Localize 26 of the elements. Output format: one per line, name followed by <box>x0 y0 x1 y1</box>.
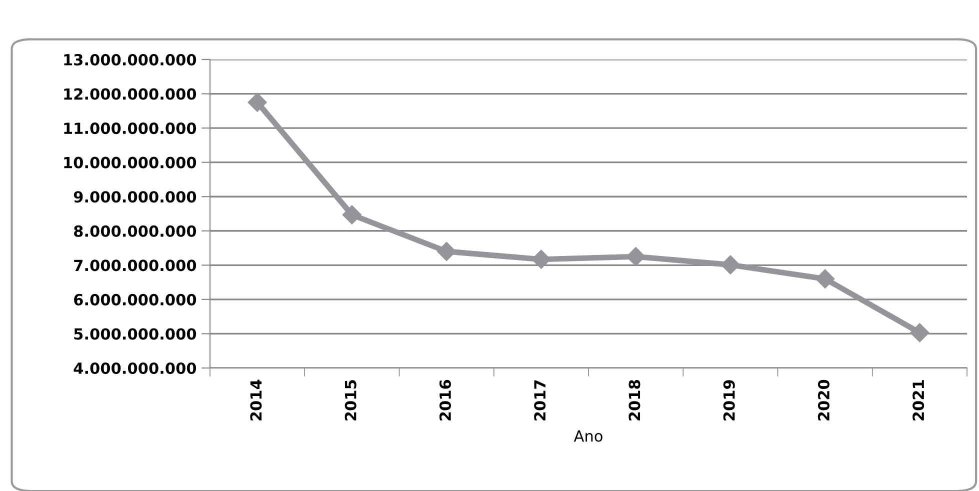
point <box>910 323 930 342</box>
y-tick-label: 9.000.000.000 <box>74 191 196 203</box>
y-tick-label: 7.000.000.000 <box>74 260 196 272</box>
point <box>342 205 362 224</box>
y-tick-label: 4.000.000.000 <box>74 362 196 374</box>
point <box>437 242 456 261</box>
y-tick-label: 12.000.000.000 <box>64 88 196 100</box>
y-tick-label: 5.000.000.000 <box>74 328 196 340</box>
y-tick-label: 10.000.000.000 <box>64 156 196 168</box>
x-tick-label: 2019 <box>723 380 735 420</box>
x-tick-label: 2017 <box>534 380 546 420</box>
x-tick-label: 2021 <box>912 380 924 420</box>
y-tick-label: 13.000.000.000 <box>64 54 196 66</box>
y-tick-label: 6.000.000.000 <box>74 294 196 306</box>
point <box>816 269 835 288</box>
x-tick-label: 2018 <box>628 380 640 420</box>
x-axis-title: Ano <box>574 430 602 442</box>
point <box>720 255 740 274</box>
x-tick-label: 2020 <box>818 380 830 420</box>
point <box>626 247 646 266</box>
x-tick-label: 2016 <box>439 380 451 420</box>
y-tick-label: 8.000.000.000 <box>74 225 196 237</box>
x-tick-label: 2014 <box>250 380 262 420</box>
point <box>248 92 267 112</box>
x-tick-label: 2015 <box>344 380 356 420</box>
y-tick-label: 11.000.000.000 <box>64 122 196 134</box>
